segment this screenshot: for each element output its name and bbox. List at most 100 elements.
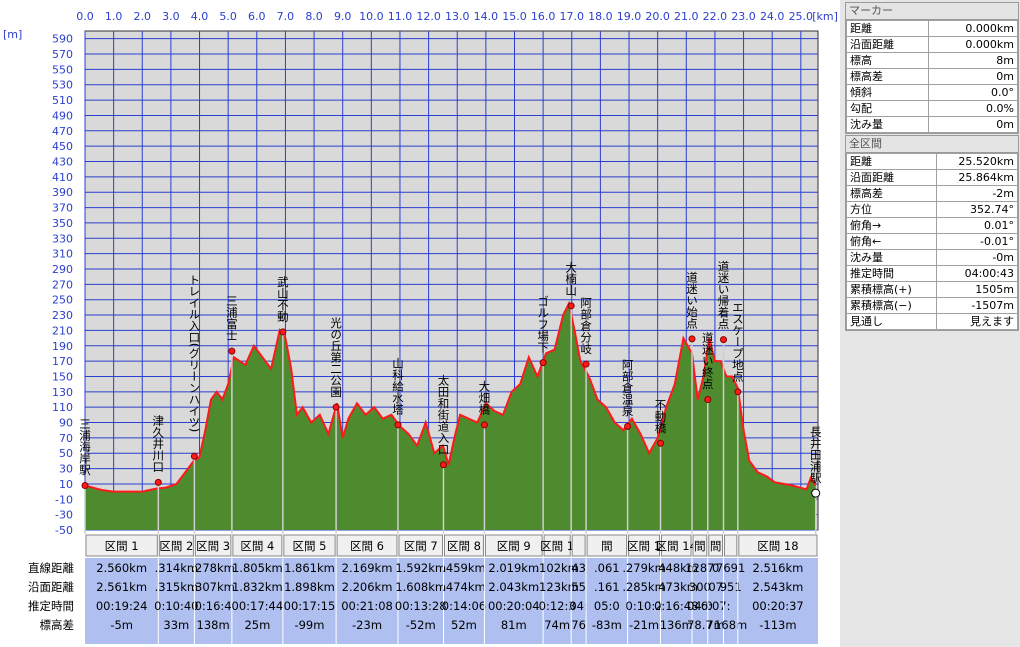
section-header bbox=[692, 534, 708, 557]
section-header bbox=[336, 534, 398, 557]
marker-point bbox=[734, 388, 742, 396]
y-tick-label: -50 bbox=[55, 524, 73, 537]
section-header bbox=[194, 534, 232, 557]
section-d-value: .278km bbox=[191, 561, 234, 575]
marker-point bbox=[539, 359, 547, 367]
section-s-value: 2.561km bbox=[96, 580, 147, 594]
all-panel-value: 25.520km bbox=[935, 153, 1019, 170]
marker-panel-title: マーカー bbox=[846, 3, 1018, 20]
all-panel-row: 距離 25.520km bbox=[846, 153, 1019, 170]
section-name: 区間 1 bbox=[540, 539, 574, 553]
section-e-value: -113m bbox=[759, 618, 796, 632]
x-tick-label: 21.0 bbox=[674, 10, 699, 23]
marker-panel-key: 沿面距離 bbox=[846, 36, 929, 53]
section-e-value: 74m bbox=[544, 618, 570, 632]
x-tick-label: 14.0 bbox=[474, 10, 499, 23]
section-name: 区間 18 bbox=[757, 539, 798, 553]
section-name: 区間 2 bbox=[159, 539, 193, 553]
marker-label: 三浦海岸駅 bbox=[78, 418, 92, 476]
all-panel-value: 0.01° bbox=[935, 217, 1019, 234]
x-tick-label: 16.0 bbox=[531, 10, 556, 23]
marker-panel-row: 傾斜 0.0° bbox=[846, 84, 1019, 101]
x-tick-label: 8.0 bbox=[305, 10, 323, 23]
marker-panel-row: 勾配 0.0% bbox=[846, 100, 1019, 117]
section-header bbox=[628, 534, 661, 557]
marker-point bbox=[228, 347, 236, 355]
all-panel-value: 25.864km bbox=[935, 169, 1019, 186]
y-tick-label: 290 bbox=[52, 263, 73, 276]
section-e-value: 78.7 bbox=[687, 618, 713, 632]
x-tick-label: 22.0 bbox=[703, 10, 728, 23]
section-s-value: .315km bbox=[155, 580, 198, 594]
all-panel-key: 推定時間 bbox=[846, 265, 937, 282]
section-name: 間 bbox=[694, 539, 706, 553]
section-s-value: .307km bbox=[191, 580, 234, 594]
all-panel-key: 沈み量 bbox=[846, 249, 937, 266]
all-panel-row: 累積標高(−) -1507m bbox=[846, 297, 1019, 314]
all-panel-row: 俯角← -0.01° bbox=[846, 233, 1019, 250]
all-panel-key: 俯角→ bbox=[846, 217, 937, 234]
marker-label: 太田和街道入口 bbox=[436, 374, 450, 455]
elevation-profile-chart[interactable]: 0.0 1.0 2.0 3.0 4.0 5.0 6.0 7.0 8.0 9.0 10.0 11.0 12… bbox=[0, 0, 840, 647]
section-s-value: 1.898km bbox=[284, 580, 335, 594]
section-name: 区間 8 bbox=[447, 539, 481, 553]
marker-label: 不動橋 bbox=[654, 399, 668, 434]
section-t-value: 04: bbox=[569, 599, 588, 613]
y-tick-label: 110 bbox=[52, 401, 73, 414]
x-tick-label: 25.0 bbox=[789, 10, 814, 23]
y-tick-label: 50 bbox=[59, 447, 73, 460]
y-tick-label: 130 bbox=[52, 386, 73, 399]
section-e-value: 25m bbox=[244, 618, 270, 632]
marker-label: ゴルフ場下 bbox=[536, 294, 550, 353]
table-row-label: 沿面距離 bbox=[28, 580, 74, 594]
marker-panel-row: 標高 8m bbox=[846, 52, 1019, 69]
marker-point bbox=[154, 478, 162, 486]
section-name: 区間 1 bbox=[627, 539, 661, 553]
section-t-value: 00:17:15 bbox=[284, 599, 336, 613]
all-panel-row: 沿面距離 25.864km bbox=[846, 169, 1019, 186]
y-tick-label: -10 bbox=[55, 493, 73, 506]
y-tick-label: 350 bbox=[52, 217, 73, 230]
y-tick-label: 470 bbox=[52, 125, 73, 138]
marker-point bbox=[704, 395, 712, 403]
section-name: 区間 9 bbox=[497, 539, 531, 553]
y-tick-label: 310 bbox=[52, 248, 73, 261]
all-panel-row: 見通し 見えます bbox=[846, 313, 1019, 330]
marker-panel-value: 0m bbox=[927, 68, 1019, 85]
x-tick-label: 2.0 bbox=[134, 10, 152, 23]
section-header bbox=[571, 534, 586, 557]
marker-panel-key: 標高差 bbox=[846, 68, 929, 85]
section-d-value: 1287 bbox=[685, 561, 714, 575]
x-tick-label: 9.0 bbox=[334, 10, 352, 23]
section-s-value: .285km bbox=[622, 580, 665, 594]
section-e-value: -99m bbox=[294, 618, 324, 632]
section-t-value: 0:10:2 bbox=[626, 599, 663, 613]
all-panel-value: -1507m bbox=[935, 297, 1019, 314]
marker-table: 距離 0.000km 沿面距離 0.000km 標高 8m 標高差 0m 傾斜 0.0° 勾配 0.0… bbox=[846, 20, 1019, 133]
y-tick-label: 330 bbox=[52, 232, 73, 245]
all-panel-row: 累積標高(+) 1505m bbox=[846, 281, 1019, 298]
x-tick-label: 23.0 bbox=[731, 10, 756, 23]
all-panel-value: 352.74° bbox=[935, 201, 1019, 218]
section-header bbox=[724, 534, 738, 557]
section-d-value: .061 bbox=[594, 561, 620, 575]
x-tick-label: 15.0 bbox=[502, 10, 527, 23]
section-d-value: .459km bbox=[442, 561, 485, 575]
section-e-value: 136m bbox=[660, 618, 693, 632]
marker-point bbox=[624, 422, 632, 430]
y-tick-label: 410 bbox=[52, 171, 73, 184]
section-d-value: 43 bbox=[571, 561, 586, 575]
section-e-value: 81m bbox=[501, 618, 527, 632]
section-header bbox=[708, 534, 724, 557]
all-sections-table: 距離 25.520km 沿面距離 25.864km 標高差 -2m 方位 352.74° 俯角→… bbox=[846, 153, 1019, 330]
marker-point bbox=[81, 481, 89, 489]
marker-point bbox=[480, 421, 488, 429]
section-d-value: 1.861km bbox=[284, 561, 335, 575]
y-tick-label: 530 bbox=[52, 79, 73, 92]
marker-label: 道迷い始点 bbox=[685, 270, 699, 329]
marker-label: 津久井川口 bbox=[151, 415, 165, 473]
marker-label: 三浦富士 bbox=[225, 295, 239, 341]
y-tick-label: 490 bbox=[52, 109, 73, 122]
y-tick-label: 370 bbox=[52, 202, 73, 215]
